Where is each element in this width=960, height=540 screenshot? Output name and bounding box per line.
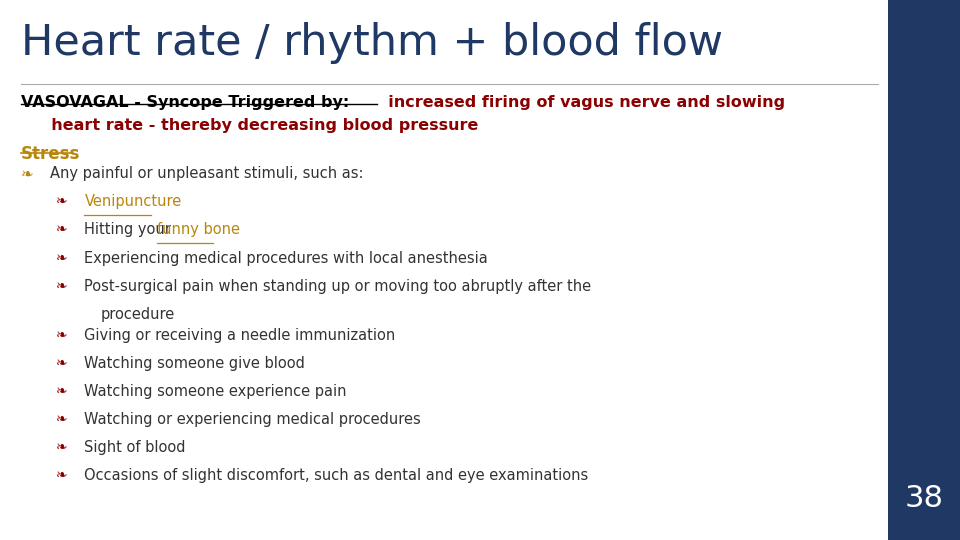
- Text: Watching someone experience pain: Watching someone experience pain: [84, 384, 347, 399]
- Text: Any painful or unpleasant stimuli, such as:: Any painful or unpleasant stimuli, such …: [50, 166, 364, 181]
- Text: Watching or experiencing medical procedures: Watching or experiencing medical procedu…: [84, 412, 421, 427]
- Text: ❧: ❧: [56, 440, 67, 454]
- Text: ❧: ❧: [56, 468, 67, 482]
- Text: funny bone: funny bone: [156, 222, 240, 238]
- Text: ❧: ❧: [56, 222, 67, 237]
- Text: VASOVAGAL - Syncope Triggered by:: VASOVAGAL - Syncope Triggered by:: [21, 94, 349, 110]
- Text: Heart rate / rhythm + blood flow: Heart rate / rhythm + blood flow: [21, 22, 723, 64]
- Text: ❧: ❧: [21, 166, 34, 181]
- Text: ❧: ❧: [56, 412, 67, 426]
- Text: heart rate - thereby decreasing blood pressure: heart rate - thereby decreasing blood pr…: [40, 118, 479, 133]
- Bar: [888, 0, 960, 540]
- Text: ❧: ❧: [56, 194, 67, 208]
- Text: Sight of blood: Sight of blood: [84, 440, 186, 455]
- Text: increased firing of vagus nerve and slowing: increased firing of vagus nerve and slow…: [377, 94, 785, 110]
- Text: 38: 38: [904, 484, 944, 513]
- Text: Experiencing medical procedures with local anesthesia: Experiencing medical procedures with loc…: [84, 251, 489, 266]
- Text: Giving or receiving a needle immunization: Giving or receiving a needle immunizatio…: [84, 328, 396, 343]
- Text: ❧: ❧: [56, 251, 67, 265]
- Text: ❧: ❧: [56, 384, 67, 398]
- Text: procedure: procedure: [101, 307, 175, 322]
- Text: ❧: ❧: [56, 356, 67, 370]
- Text: Post-surgical pain when standing up or moving too abruptly after the: Post-surgical pain when standing up or m…: [84, 279, 591, 294]
- Text: Venipuncture: Venipuncture: [84, 194, 181, 210]
- Text: Hitting your: Hitting your: [84, 222, 176, 238]
- Text: ❧: ❧: [56, 328, 67, 342]
- Text: Occasions of slight discomfort, such as dental and eye examinations: Occasions of slight discomfort, such as …: [84, 468, 588, 483]
- Text: Stress: Stress: [21, 145, 81, 163]
- Text: ❧: ❧: [56, 279, 67, 293]
- Text: Watching someone give blood: Watching someone give blood: [84, 356, 305, 371]
